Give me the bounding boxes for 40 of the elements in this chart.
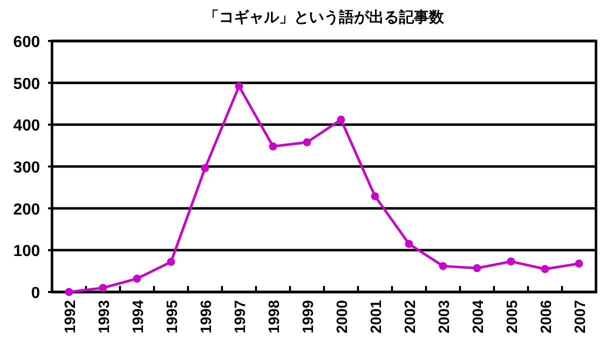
- x-tick-label: 1995: [164, 300, 181, 334]
- x-tick-label: 2006: [538, 300, 555, 334]
- x-tick-label: 2001: [368, 300, 385, 334]
- point: [167, 258, 175, 266]
- x-tick-label: 1992: [62, 300, 79, 334]
- x-tick-label: 2002: [402, 300, 419, 334]
- y-tick-label: 500: [13, 76, 40, 93]
- x-tick-label: 2003: [436, 300, 453, 334]
- point: [133, 274, 141, 283]
- point: [269, 142, 277, 150]
- point: [575, 260, 583, 268]
- chart-title: 「コギャル」という語が出る記事数: [204, 9, 445, 26]
- x-tick-label: 2000: [334, 300, 351, 334]
- y-tick-label: 100: [13, 243, 40, 260]
- x-tick-label: 1997: [232, 300, 249, 334]
- point: [65, 288, 73, 296]
- point: [303, 138, 311, 146]
- point: [541, 264, 549, 273]
- point: [405, 240, 413, 248]
- y-tick-label: 200: [13, 201, 40, 218]
- x-tick-label: 1993: [96, 300, 113, 334]
- x-tick-label: 2004: [470, 299, 487, 334]
- x-tick-label: 1998: [266, 300, 283, 334]
- point: [235, 82, 243, 90]
- x-tick-label: 2007: [572, 300, 589, 334]
- x-tick-label: 1999: [300, 300, 317, 334]
- point: [201, 164, 209, 172]
- point: [337, 116, 345, 124]
- y-tick-label: 0: [31, 285, 40, 302]
- point: [371, 192, 379, 200]
- y-tick-label: 600: [13, 34, 40, 51]
- point: [507, 257, 515, 266]
- x-tick-label: 2005: [504, 300, 521, 334]
- y-tick-label: 300: [13, 160, 40, 176]
- y-tick-label: 400: [13, 118, 40, 135]
- point: [473, 264, 481, 272]
- point: [99, 284, 107, 292]
- point: [439, 262, 447, 270]
- x-tick-label: 1994: [130, 299, 147, 334]
- x-tick-label: 1996: [198, 300, 215, 334]
